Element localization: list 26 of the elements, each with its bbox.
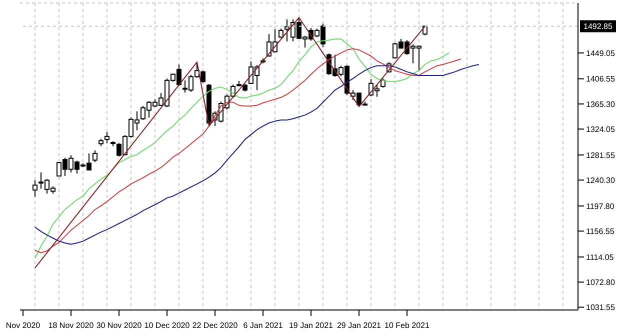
- y-tick-label: 1072.80: [586, 278, 616, 287]
- x-tick-label: 18 Nov 2020: [48, 321, 94, 330]
- y-tick-label: 1156.55: [586, 226, 615, 236]
- x-tick-label: 10 Dec 2020: [144, 321, 190, 330]
- x-tick-label: 30 Nov 2020: [96, 321, 142, 330]
- x-tick-label: 22 Dec 2020: [192, 321, 238, 330]
- y-tick-label: 1197.80: [586, 202, 615, 211]
- y-tick-label: 1449.05: [586, 48, 616, 58]
- y-tick-label: 1281.55: [586, 150, 616, 160]
- y-tick-label: 1406.55: [586, 74, 616, 84]
- y-tick-label: 1031.55: [586, 303, 616, 312]
- x-tick-label: 6 Jan 2021: [243, 321, 284, 330]
- y-tick-label: 1365.30: [586, 100, 616, 109]
- y-tick-label: 1324.05: [586, 124, 616, 134]
- line-series: [34, 64, 480, 245]
- y-tick-label: 1240.30: [586, 176, 616, 185]
- candlestick: [92, 150, 98, 162]
- candlestick: [32, 180, 38, 198]
- x-tick-label: 29 Jan 2021: [336, 321, 382, 330]
- x-tick-label: 10 Feb 2021: [384, 321, 430, 330]
- line-series: [34, 17, 426, 268]
- y-tick-label: 1114.05: [586, 252, 614, 262]
- x-tick-label: Nov 2020: [6, 321, 41, 330]
- candlestick: [104, 132, 110, 144]
- ref-line-label: 1492.85: [584, 22, 614, 32]
- x-tick-label: 19 Jan 2021: [288, 321, 334, 330]
